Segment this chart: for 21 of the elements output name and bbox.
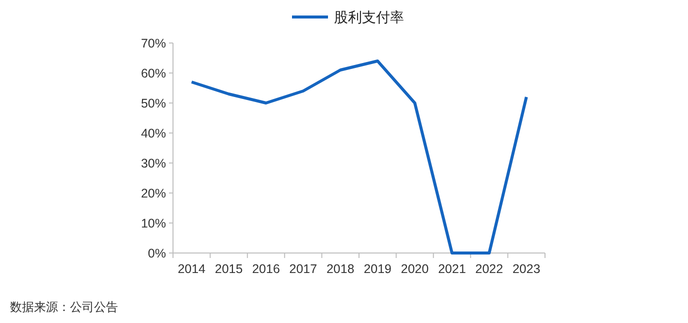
line-series: [190, 60, 528, 254]
x-tick-label: 2014: [178, 262, 206, 276]
x-tick-label: 2023: [512, 262, 540, 276]
x-tick-label: 2016: [252, 262, 280, 276]
x-tick-label: 2019: [364, 262, 392, 276]
y-tick-label: 40%: [140, 126, 166, 140]
x-tick-label: 2015: [214, 262, 243, 276]
x-tick-label: 2022: [475, 262, 504, 276]
y-tick-label: 20%: [140, 186, 166, 200]
x-tick-label: 2020: [400, 262, 429, 276]
y-tick-label: 10%: [140, 216, 166, 230]
y-tick-label: 0%: [148, 246, 166, 260]
x-tick-label: 2018: [326, 262, 354, 276]
x-tick-label: 2021: [438, 262, 466, 276]
y-tick-label: 50%: [140, 96, 166, 110]
legend-label: 股利支付率: [334, 9, 404, 25]
y-tick-label: 30%: [140, 156, 166, 170]
y-tick-label: 60%: [140, 66, 166, 80]
source-note: 数据来源：公司公告: [10, 300, 118, 314]
y-tick-label: 70%: [140, 36, 166, 50]
x-tick-label: 2017: [289, 262, 318, 276]
